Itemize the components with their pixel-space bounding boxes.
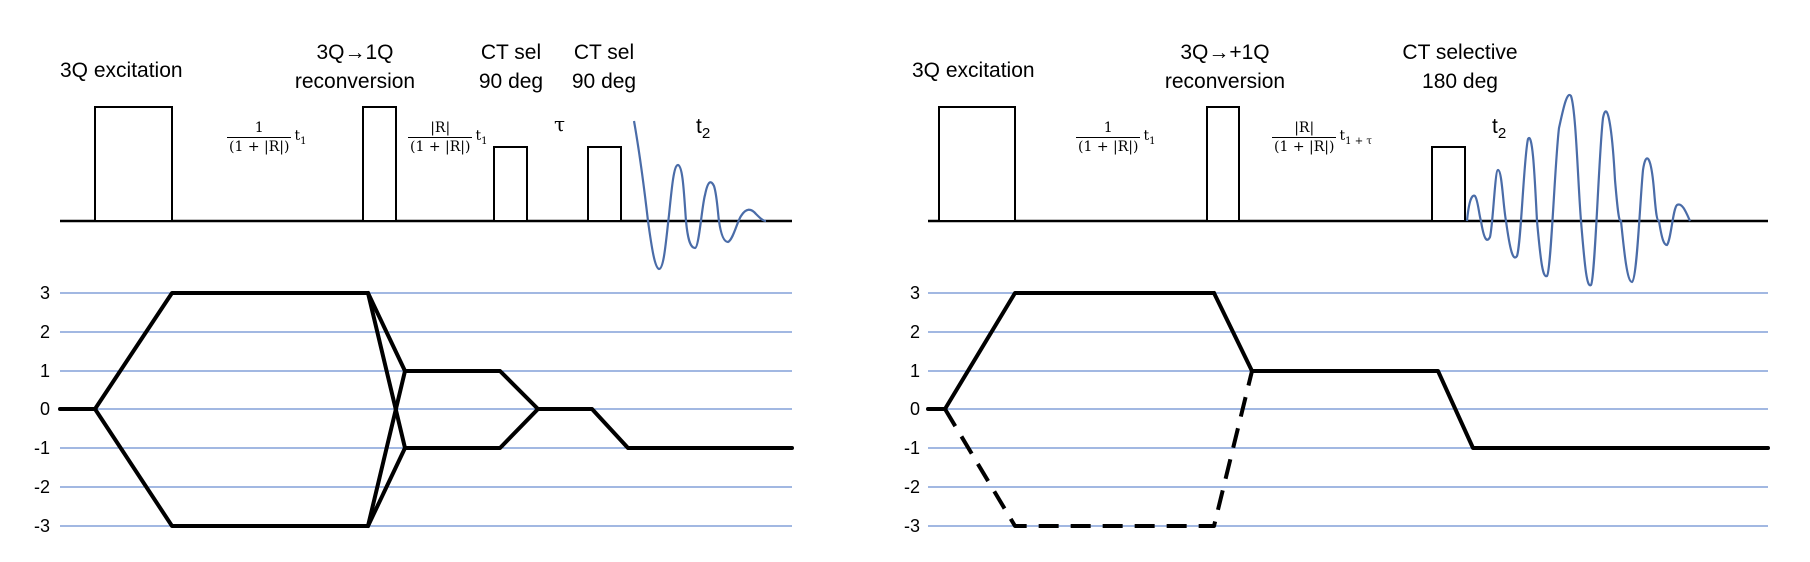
delay-2-fraction: |R| (1 + |R|) t1 xyxy=(408,120,488,155)
ct-selective-line1: CT selective xyxy=(1402,41,1518,64)
t2-label-sub: 2 xyxy=(1497,125,1507,143)
delay-1-denominator: (1 + |R|) xyxy=(1076,137,1141,155)
level-tick-3: 3 xyxy=(909,283,920,303)
delay-2-fraction: |R| (1 + |R|) t1 + τ xyxy=(1272,120,1372,155)
reconversion-pulse xyxy=(1206,106,1240,222)
level-tick-minus-3: -3 xyxy=(33,516,50,536)
t2-label: t2 xyxy=(696,112,710,148)
ct-sel-2-line1: CT sel xyxy=(573,41,635,64)
delay-1-numerator: 1 xyxy=(254,120,264,136)
reconversion-label-line2: reconversion xyxy=(294,70,416,93)
path-plus3-to-plus1 xyxy=(366,291,407,373)
level-tick-minus-3: -3 xyxy=(903,516,920,536)
path-final-minus-1 xyxy=(536,407,794,450)
right-pulse-sequence-panel: 3Q excitation 3Q→+1Q reconversion CT sel… xyxy=(904,0,1810,562)
path-minus3-to-plus1 xyxy=(366,369,407,528)
ct-selective-label: CT selective 180 deg xyxy=(1385,38,1535,96)
left-coherence-pathway xyxy=(58,291,794,528)
ct-sel-2-label: CT sel 90 deg xyxy=(564,38,644,96)
path-minus-3 xyxy=(93,407,370,528)
level-tick-3: 3 xyxy=(39,283,50,303)
delay-2-suffix: t xyxy=(475,128,482,145)
path-plus3-to-minus1 xyxy=(366,291,407,450)
level-tick-minus-2: -2 xyxy=(903,477,920,497)
path-minus3-to-minus1 xyxy=(366,446,407,528)
delay-1-suffix-sub: 1 xyxy=(1149,135,1156,147)
level-tick-0: 0 xyxy=(909,399,920,419)
delay-2-suffix-sub: 1 xyxy=(481,135,488,147)
path-minus-1 xyxy=(403,407,540,450)
delay-1-denominator: (1 + |R|) xyxy=(227,137,292,155)
tau-label: τ xyxy=(554,112,566,136)
t2-label: t2 xyxy=(1492,112,1506,148)
path-plus-1 xyxy=(403,369,540,411)
path-plus-3 xyxy=(943,291,1216,411)
echo-signal xyxy=(1465,93,1692,287)
delay-1-suffix: t xyxy=(294,128,301,145)
level-tick-1: 1 xyxy=(909,361,920,381)
left-sequence-drawing xyxy=(58,106,794,528)
delay-2-numerator: |R| xyxy=(1294,120,1315,136)
excitation-label: 3Q excitation xyxy=(60,59,183,82)
t2-label-sub: 2 xyxy=(701,125,711,143)
ct-sel-pulse-1 xyxy=(493,146,528,222)
t2-label-base: t xyxy=(696,115,702,138)
reconversion-label-line1: 3Q→+1Q xyxy=(1180,41,1270,64)
delay-1-fraction: 1 (1 + |R|) t1 xyxy=(1076,120,1156,155)
reconversion-label-line2: reconversion xyxy=(1164,70,1286,93)
ct-sel-2-line2: 90 deg xyxy=(571,70,637,93)
ct-sel-1-line2: 90 deg xyxy=(478,70,544,93)
excitation-pulse xyxy=(94,106,173,222)
ct-selective-line2: 180 deg xyxy=(1422,70,1498,93)
ct-sel-1-line1: CT sel xyxy=(480,41,542,64)
fid-signal xyxy=(632,120,767,271)
delay-2-suffix: t xyxy=(1339,128,1346,145)
ct-sel-1-label: CT sel 90 deg xyxy=(471,38,551,96)
ct-sel-pulse-2 xyxy=(587,146,622,222)
excitation-label: 3Q excitation xyxy=(912,59,1035,82)
level-tick-minus-1: -1 xyxy=(903,438,920,458)
level-tick-1: 1 xyxy=(39,361,50,381)
path-plus3-to-plus1-to-minus1 xyxy=(1212,291,1770,450)
left-pulse-sequence-panel: 3Q excitation 3Q→1Q reconversion CT sel … xyxy=(33,38,794,536)
right-sequence-drawing xyxy=(926,93,1770,528)
delay-2-denominator: (1 + |R|) xyxy=(1272,137,1337,155)
t2-label-base: t xyxy=(1492,115,1498,138)
delay-1-numerator: 1 xyxy=(1103,120,1113,136)
delay-2-numerator: |R| xyxy=(430,120,451,136)
delay-1-suffix: t xyxy=(1143,128,1150,145)
path-plus-3 xyxy=(93,291,370,411)
left-grid xyxy=(60,292,792,527)
level-tick-2: 2 xyxy=(909,322,920,342)
right-grid xyxy=(928,292,1768,527)
level-tick-0: 0 xyxy=(39,399,50,419)
reconversion-pulse xyxy=(362,106,397,222)
excitation-pulse xyxy=(938,106,1016,222)
delay-2-denominator: (1 + |R|) xyxy=(408,137,473,155)
delay-1-suffix-sub: 1 xyxy=(300,135,307,147)
ct-selective-pulse xyxy=(1431,146,1466,222)
reconversion-label: 3Q→1Q reconversion xyxy=(280,38,430,96)
delay-2-suffix-sub: 1 + τ xyxy=(1345,135,1372,147)
path-minus-3-dashed xyxy=(943,370,1254,528)
delay-1-fraction: 1 (1 + |R|) t1 xyxy=(227,120,307,155)
level-tick-minus-1: -1 xyxy=(33,438,50,458)
level-tick-2: 2 xyxy=(39,322,50,342)
reconversion-label-line1: 3Q→1Q xyxy=(316,41,394,64)
right-coherence-pathway xyxy=(926,291,1770,528)
level-tick-minus-2: -2 xyxy=(33,477,50,497)
reconversion-label: 3Q→+1Q reconversion xyxy=(1145,38,1305,96)
